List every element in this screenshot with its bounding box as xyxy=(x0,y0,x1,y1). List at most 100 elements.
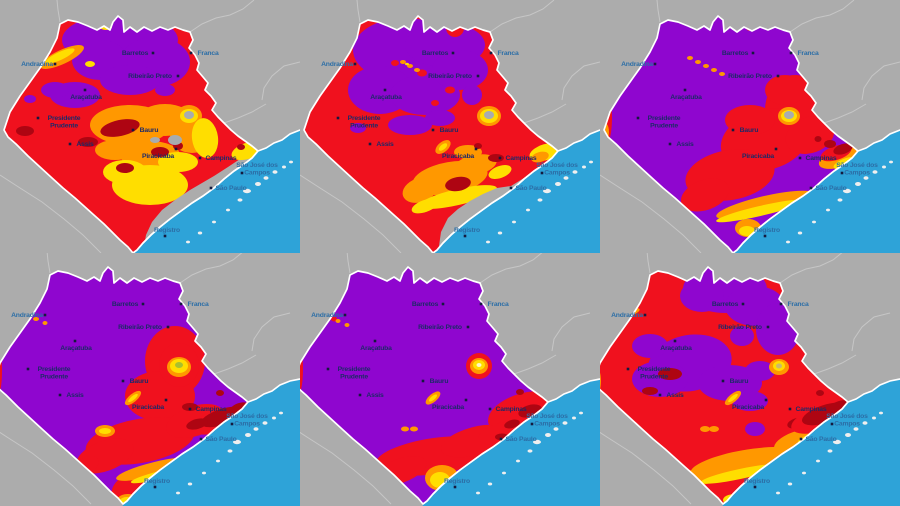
city-marker-presidente-prudente xyxy=(636,116,640,120)
heat-zone-purple xyxy=(155,84,175,96)
city-marker-bauru xyxy=(431,128,435,132)
city-marker-barretos xyxy=(151,51,155,55)
heat-zone-purple xyxy=(350,123,366,133)
neighbor-border-line xyxy=(600,431,692,505)
island xyxy=(233,439,241,445)
heat-zone-orange xyxy=(695,60,701,64)
heat-zone-yellow xyxy=(700,464,780,484)
city-label-sao-paulo: São Paulo xyxy=(805,436,836,443)
neighbor-border-line xyxy=(223,103,267,124)
city-marker-piracicaba xyxy=(764,398,768,402)
neighbor-border-line xyxy=(0,431,92,505)
city-marker-aracatuba xyxy=(383,88,387,92)
city-marker-presidente-prudente xyxy=(36,116,40,120)
city-label-barretos: Barretos xyxy=(422,50,449,57)
city-marker-ribeirao-preto xyxy=(176,74,180,78)
heat-zone-yellow xyxy=(85,61,95,67)
city-label-ribeirao-preto: Ribeirão Preto xyxy=(128,73,172,80)
state-border xyxy=(3,15,259,253)
neighbor-border-line xyxy=(779,253,843,284)
city-marker-andradina xyxy=(43,313,47,317)
heat-zone-darkred xyxy=(216,390,224,396)
heat-zone-purple xyxy=(41,82,69,98)
heat-zone-yellow xyxy=(158,152,198,172)
city-label-aracatuba: Araçatuba xyxy=(70,94,102,101)
city-marker-bauru xyxy=(121,379,125,383)
city-marker-registro xyxy=(763,234,767,238)
city-label-aracatuba: Araçatuba xyxy=(670,94,702,101)
city-marker-campinas xyxy=(198,156,202,160)
city-label-andradina: Andradina xyxy=(311,312,343,319)
city-label-barretos: Barretos xyxy=(712,301,739,308)
city-marker-presidente-prudente xyxy=(626,367,630,371)
city-label-sao-paulo: São Paulo xyxy=(515,185,546,192)
heat-zone-orange xyxy=(719,72,725,76)
heat-zone-orange xyxy=(407,64,413,68)
island xyxy=(862,421,868,425)
heat-zone-red xyxy=(391,60,399,66)
island xyxy=(497,231,503,235)
city-label-sao-paulo: São Paulo xyxy=(205,436,236,443)
heat-zone-darkred xyxy=(182,403,198,411)
state-border xyxy=(303,15,559,253)
heat-zone-yellow xyxy=(488,165,512,179)
heat-zone-yellow xyxy=(739,226,755,236)
city-label-campinas: Campinas xyxy=(796,406,827,413)
city-marker-bauru xyxy=(131,128,135,132)
heat-zone-darkred xyxy=(100,119,140,137)
map-svg-top-mid: Andradina Barretos Franca Ribeirão Preto Ara… xyxy=(300,0,600,253)
city-label-sao-jose-dos-campos: São José dos xyxy=(836,162,878,169)
island xyxy=(863,176,869,180)
city-marker-aracatuba xyxy=(373,339,377,343)
city-marker-ribeirao-preto xyxy=(476,74,480,78)
city-marker-assis xyxy=(358,393,362,397)
neighbor-border-line xyxy=(789,0,855,33)
neighbor-border-line xyxy=(46,253,51,274)
neighbor-border-line xyxy=(213,354,257,375)
island xyxy=(826,208,830,212)
island xyxy=(502,471,506,475)
heat-zone-orange xyxy=(703,64,709,68)
city-label-sao-paulo: São Paulo xyxy=(505,436,536,443)
heat-zone-purple xyxy=(745,361,775,381)
heat-zone-darkred xyxy=(474,143,482,149)
city-marker-bauru xyxy=(731,128,735,132)
city-marker-franca xyxy=(479,302,483,306)
island xyxy=(227,449,233,453)
state-border xyxy=(600,266,849,505)
city-label-assis: Assis xyxy=(76,141,94,148)
heat-zone-yellow xyxy=(191,118,219,158)
city-marker-campinas xyxy=(488,407,492,411)
island xyxy=(216,459,220,463)
city-label-andradina: Andradina xyxy=(621,61,653,68)
heat-zone-purple xyxy=(462,85,482,105)
city-label-presidente-prudente: Prudente xyxy=(40,374,68,381)
city-label-sao-jose-dos-campos: São José dos xyxy=(226,413,268,420)
neighbor-border-line xyxy=(823,103,867,124)
city-label-presidente-prudente: Prudente xyxy=(650,123,678,130)
heat-zone-orange xyxy=(700,426,710,432)
neighbor-border-line xyxy=(346,253,351,274)
city-label-piracicaba: Piracicaba xyxy=(432,404,464,411)
city-marker-sao-jose-dos-campos xyxy=(830,422,834,426)
heat-zone-darkred xyxy=(642,387,658,395)
city-marker-franca xyxy=(489,51,493,55)
city-marker-sao-jose-dos-campos xyxy=(530,422,534,426)
city-label-registro: Registro xyxy=(444,478,470,485)
island xyxy=(212,220,216,224)
island xyxy=(812,220,816,224)
city-label-registro: Registro xyxy=(744,478,770,485)
island xyxy=(255,182,261,186)
city-label-bauru: Bauru xyxy=(740,127,759,134)
neighbor-border-line xyxy=(646,253,651,274)
map-panel-bottom-mid: Andradina Barretos Franca Ribeirão Preto Ara… xyxy=(300,253,600,506)
city-marker-registro xyxy=(463,234,467,238)
heat-zone-orange xyxy=(400,60,406,64)
city-label-presidente-prudente: Presidente xyxy=(338,366,371,373)
neighbor-border-line xyxy=(489,0,555,33)
city-marker-registro xyxy=(153,485,157,489)
city-label-presidente-prudente: Prudente xyxy=(340,374,368,381)
heat-zone-red xyxy=(725,105,775,135)
city-label-franca: Franca xyxy=(787,301,809,308)
city-label-sao-jose-dos-campos: Campos xyxy=(244,170,270,177)
